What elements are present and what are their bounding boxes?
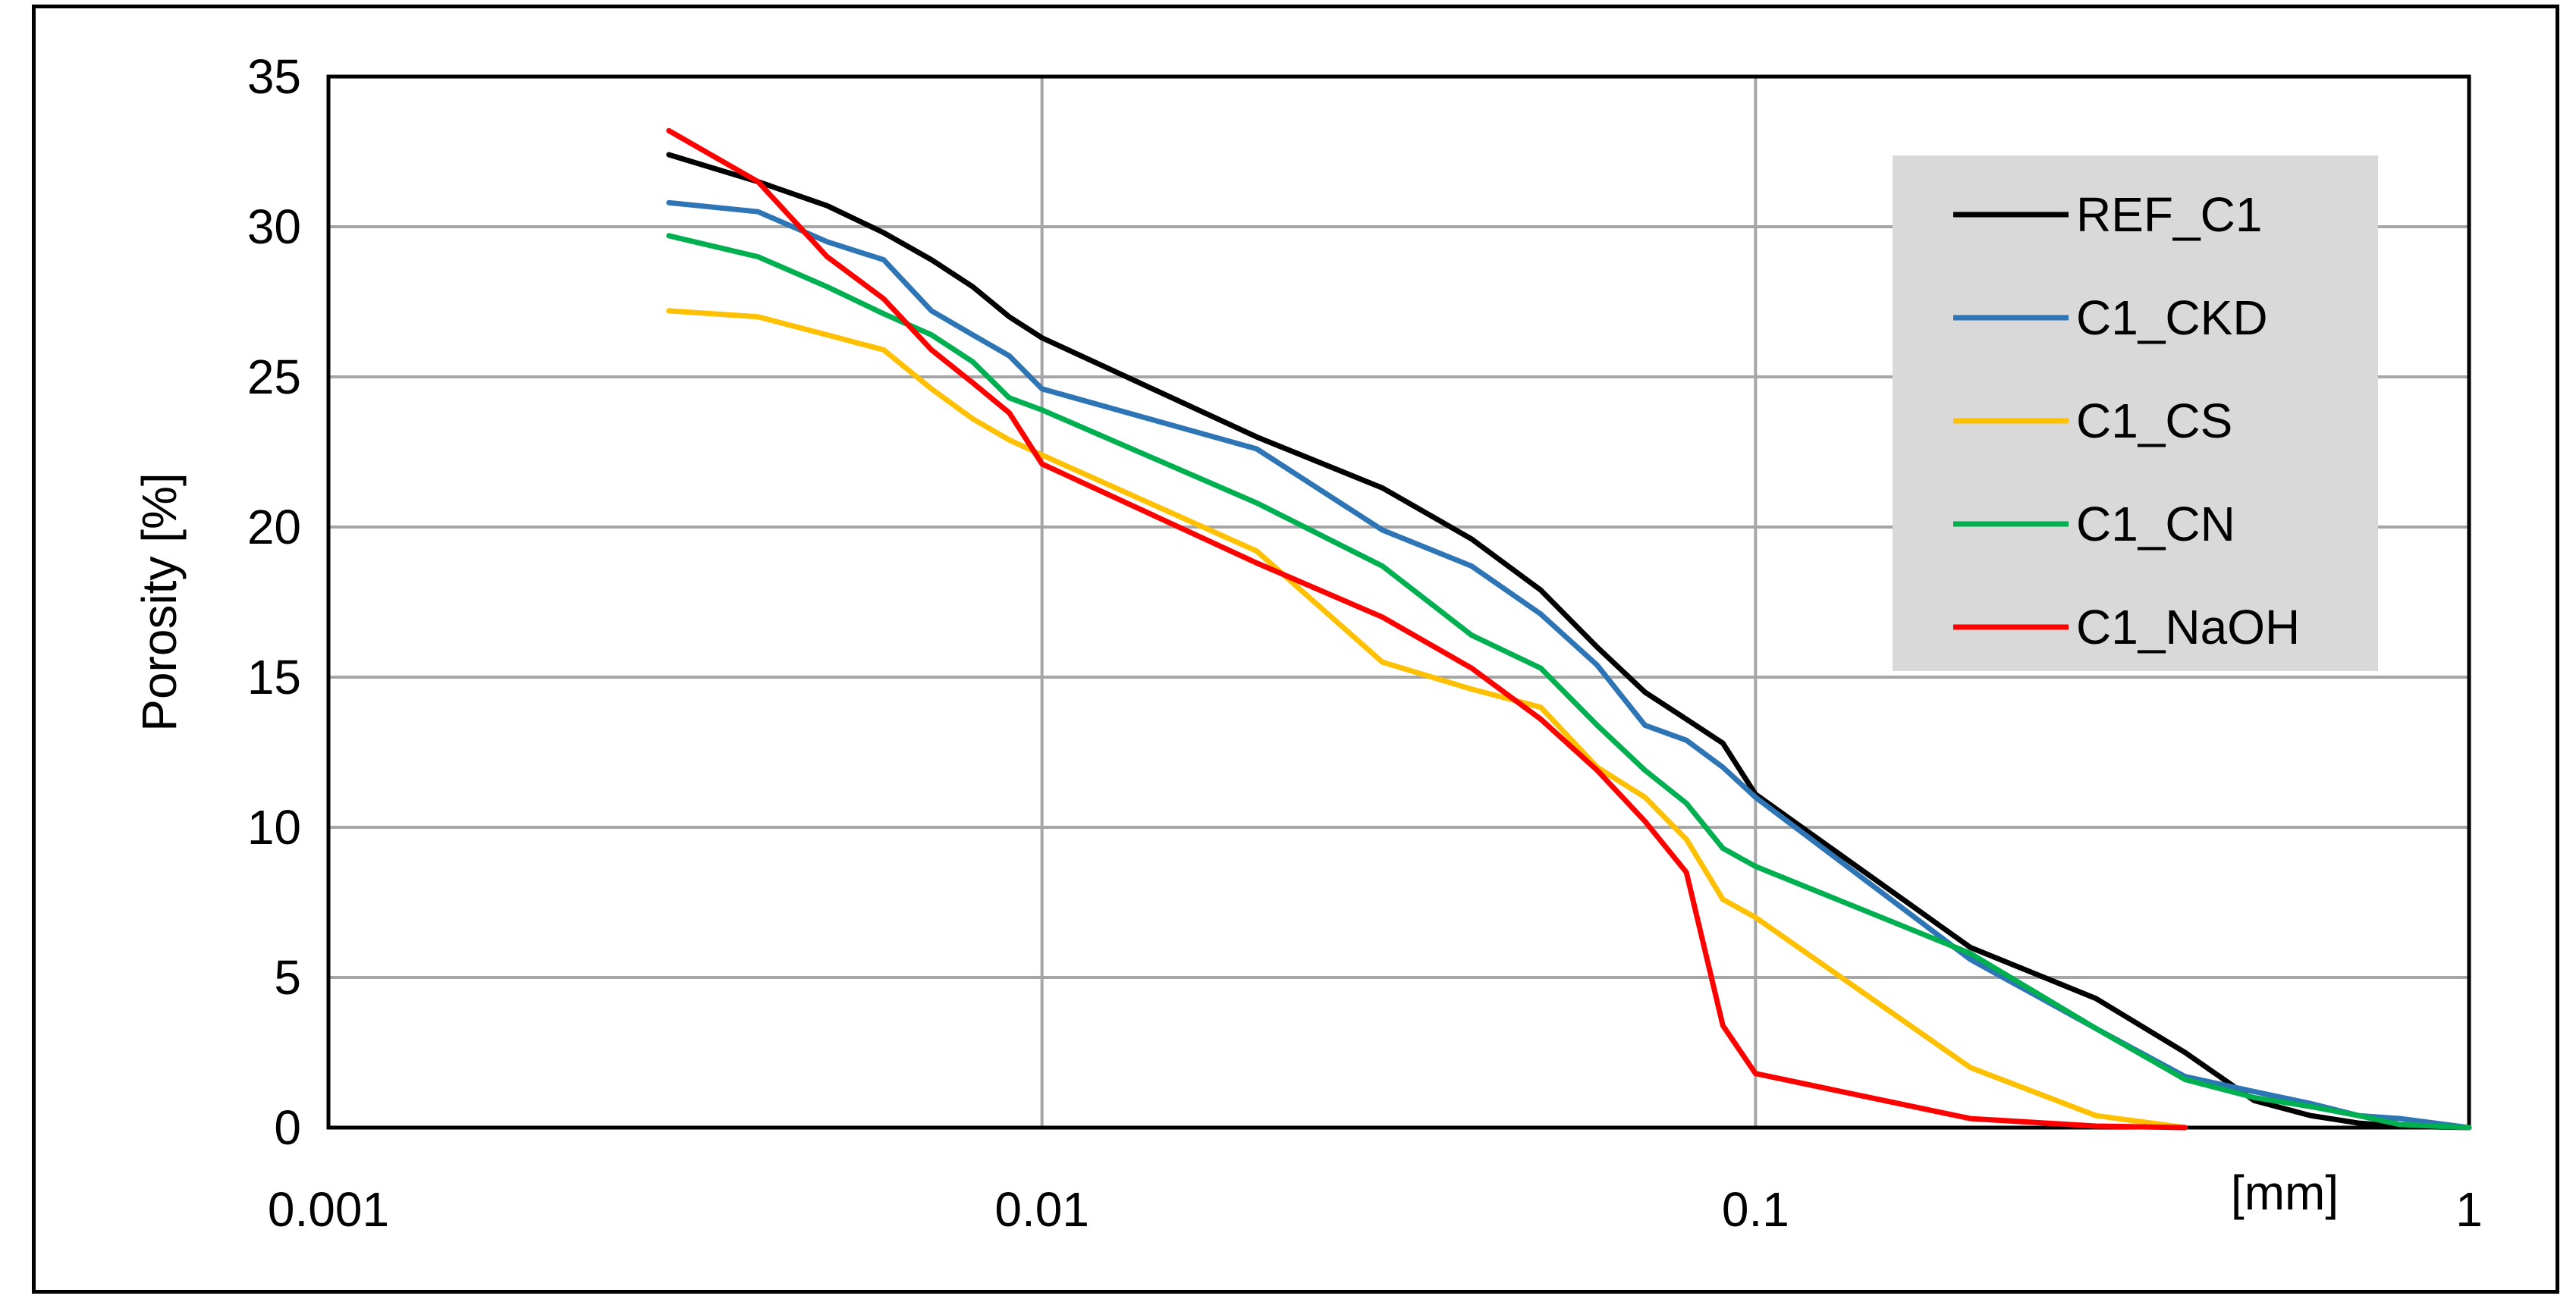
porosity-chart: 0 5 10 15 20 25 30 35 0.001 0.01 0.1 1 Porosity [%… [132, 49, 2483, 1237]
x-tick-label: 0.001 [268, 1182, 389, 1237]
y-tick-label: 35 [247, 49, 301, 104]
series-line-c1-cs [666, 308, 2188, 1131]
legend-label: REF_C1 [2076, 187, 2262, 242]
legend-label: C1_CN [2076, 497, 2235, 551]
y-tick-label: 15 [247, 650, 301, 704]
legend-label: C1_CKD [2076, 290, 2268, 345]
y-tick-label: 30 [247, 199, 301, 254]
legend: REF_C1 C1_CKD C1_CS C1_CN C1_NaOH [1893, 155, 2378, 671]
x-tick-label: 0.01 [994, 1182, 1089, 1237]
series-layer [666, 127, 2472, 1131]
legend-background [1893, 155, 2378, 671]
y-tick-label: 25 [247, 350, 301, 404]
x-tick-labels: 0.001 0.01 0.1 1 [268, 1182, 2483, 1237]
x-axis-title: [mm] [2231, 1166, 2339, 1220]
series-line-c1-ckd [666, 199, 2472, 1131]
series-line-c1-cn [666, 233, 2472, 1131]
x-tick-label: 1 [2455, 1182, 2483, 1237]
y-tick-labels: 0 5 10 15 20 25 30 35 [247, 49, 301, 1155]
series-line-c1-naoh [666, 127, 2188, 1131]
y-tick-label: 5 [274, 950, 301, 1005]
series-line-ref-c1 [666, 152, 2472, 1131]
x-tick-label: 0.1 [1722, 1182, 1789, 1237]
y-tick-label: 20 [247, 500, 301, 554]
chart-frame: 0 5 10 15 20 25 30 35 0.001 0.01 0.1 1 Porosity [%… [32, 5, 2559, 1294]
legend-label: C1_NaOH [2076, 600, 2300, 654]
plot-area-border [326, 74, 2471, 1130]
y-tick-label: 0 [274, 1100, 301, 1155]
y-axis-title: Porosity [%] [132, 472, 187, 731]
y-tick-label: 10 [247, 800, 301, 855]
legend-label: C1_CS [2076, 394, 2232, 448]
